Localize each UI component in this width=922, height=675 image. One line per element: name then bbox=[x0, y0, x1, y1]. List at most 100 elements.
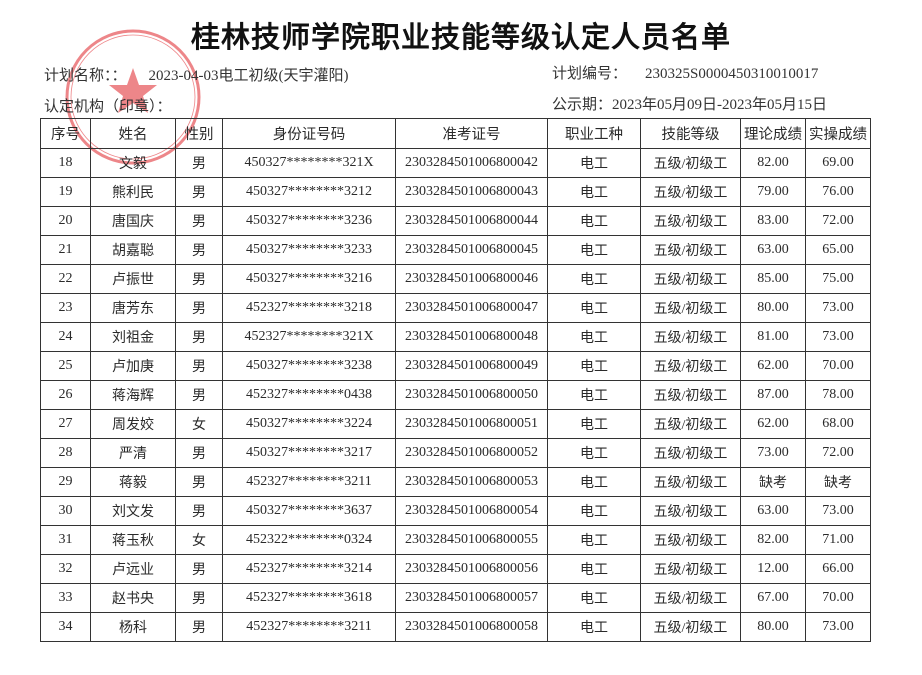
cell-occupation: 电工 bbox=[547, 293, 641, 323]
cell-occupation: 电工 bbox=[547, 351, 641, 381]
cell-exam-number: 2303284501006800051 bbox=[395, 409, 548, 439]
publicity-value: 2023年05月09日-2023年05月15日 bbox=[612, 97, 828, 113]
column-header-practical-score: 实操成绩 bbox=[805, 118, 871, 149]
cell-seq: 31 bbox=[40, 525, 91, 555]
cell-gender: 男 bbox=[175, 380, 223, 410]
cell-id-number: 450327********3233 bbox=[222, 235, 396, 265]
cell-occupation: 电工 bbox=[547, 496, 641, 526]
cell-practical-score: 78.00 bbox=[805, 380, 871, 410]
cell-exam-number: 2303284501006800055 bbox=[395, 525, 548, 555]
cell-practical-score: 65.00 bbox=[805, 235, 871, 265]
cell-exam-number: 2303284501006800058 bbox=[395, 612, 548, 642]
cell-gender: 男 bbox=[175, 148, 223, 178]
cell-gender: 男 bbox=[175, 467, 223, 497]
cell-skill-level: 五级/初级工 bbox=[640, 583, 741, 613]
cell-practical-score: 70.00 bbox=[805, 583, 871, 613]
cell-id-number: 452327********3618 bbox=[222, 583, 396, 613]
cell-seq: 19 bbox=[40, 177, 91, 207]
cell-skill-level: 五级/初级工 bbox=[640, 467, 741, 497]
table-row: 30 刘文发男 450327********3637 2303284501006800… bbox=[40, 496, 871, 526]
publicity-period: 公示期：2023年05月09日-2023年05月15日 bbox=[552, 93, 827, 114]
table-row: 31 蒋玉秋女 452322********0324 2303284501006800… bbox=[40, 525, 871, 555]
cell-id-number: 452327********3211 bbox=[222, 612, 396, 642]
cell-theory-score: 80.00 bbox=[740, 293, 806, 323]
personnel-table: 序号 姓名 性别 身份证号码 准考证号 职业工种 技能等级 理论成绩 实操成绩 18 文毅男 450… bbox=[40, 118, 871, 642]
plan-name-value: 2023-04-03电工初级(天宇灌阳) bbox=[148, 68, 349, 84]
cell-exam-number: 2303284501006800045 bbox=[395, 235, 548, 265]
cell-exam-number: 2303284501006800044 bbox=[395, 206, 548, 236]
cell-seq: 33 bbox=[40, 583, 91, 613]
cell-name: 熊利民 bbox=[90, 177, 176, 207]
cell-exam-number: 2303284501006800054 bbox=[395, 496, 548, 526]
cell-occupation: 电工 bbox=[547, 322, 641, 352]
column-header-name: 姓名 bbox=[90, 118, 176, 149]
cell-practical-score: 73.00 bbox=[805, 293, 871, 323]
cell-gender: 男 bbox=[175, 496, 223, 526]
cell-theory-score: 63.00 bbox=[740, 496, 806, 526]
cell-name: 卢加庚 bbox=[90, 351, 176, 381]
cell-occupation: 电工 bbox=[547, 148, 641, 178]
cell-occupation: 电工 bbox=[547, 235, 641, 265]
cell-name: 文毅 bbox=[90, 148, 176, 178]
cell-id-number: 450327********3236 bbox=[222, 206, 396, 236]
column-header-occupation: 职业工种 bbox=[547, 118, 641, 149]
cell-id-number: 452327********3211 bbox=[222, 467, 396, 497]
table-row: 34 杨科男 452327********3211 23032845010068000… bbox=[40, 612, 871, 642]
cell-theory-score: 82.00 bbox=[740, 525, 806, 555]
table-row: 20 唐国庆男 450327********3236 2303284501006800… bbox=[40, 206, 871, 236]
table-row: 32 卢远业男 452327********3214 2303284501006800… bbox=[40, 554, 871, 584]
cell-theory-score: 81.00 bbox=[740, 322, 806, 352]
cell-id-number: 450327********321X bbox=[222, 148, 396, 178]
cell-theory-score: 62.00 bbox=[740, 351, 806, 381]
document-title: 桂林技师学院职业技能等级认定人员名单 bbox=[190, 20, 731, 54]
table-row: 23 唐芳东男 452327********3218 2303284501006800… bbox=[40, 293, 871, 323]
cell-skill-level: 五级/初级工 bbox=[640, 293, 741, 323]
column-header-id-number: 身份证号码 bbox=[222, 118, 396, 149]
table-row: 21 胡嘉聪男 450327********3233 2303284501006800… bbox=[40, 235, 871, 265]
cell-skill-level: 五级/初级工 bbox=[640, 612, 741, 642]
cell-name: 卢振世 bbox=[90, 264, 176, 294]
cell-seq: 24 bbox=[40, 322, 91, 352]
cell-skill-level: 五级/初级工 bbox=[640, 235, 741, 265]
cell-id-number: 452327********3218 bbox=[222, 293, 396, 323]
cell-gender: 男 bbox=[175, 612, 223, 642]
cell-theory-score: 62.00 bbox=[740, 409, 806, 439]
cell-exam-number: 2303284501006800052 bbox=[395, 438, 548, 468]
cell-seq: 23 bbox=[40, 293, 91, 323]
cell-id-number: 450327********3224 bbox=[222, 409, 396, 439]
cell-skill-level: 五级/初级工 bbox=[640, 438, 741, 468]
cell-id-number: 452327********0438 bbox=[222, 380, 396, 410]
cell-seq: 25 bbox=[40, 351, 91, 381]
cell-occupation: 电工 bbox=[547, 380, 641, 410]
cell-id-number: 450327********3637 bbox=[222, 496, 396, 526]
column-header-exam-number: 准考证号 bbox=[395, 118, 548, 149]
cell-id-number: 450327********3216 bbox=[222, 264, 396, 294]
cell-theory-score: 缺考 bbox=[740, 467, 806, 497]
cell-seq: 27 bbox=[40, 409, 91, 439]
cell-exam-number: 2303284501006800053 bbox=[395, 467, 548, 497]
cell-practical-score: 73.00 bbox=[805, 496, 871, 526]
publicity-label: 公示期： bbox=[552, 97, 613, 113]
cell-name: 胡嘉聪 bbox=[90, 235, 176, 265]
cell-skill-level: 五级/初级工 bbox=[640, 496, 741, 526]
column-header-skill-level: 技能等级 bbox=[640, 118, 741, 149]
cell-gender: 男 bbox=[175, 177, 223, 207]
column-header-gender: 性别 bbox=[175, 118, 223, 149]
table-row: 27 周发姣女 450327********3224 2303284501006800… bbox=[40, 409, 871, 439]
cell-exam-number: 2303284501006800049 bbox=[395, 351, 548, 381]
plan-name: 计划名称：： 2023-04-03电工初级(天宇灌阳) bbox=[44, 64, 349, 85]
column-header-seq: 序号 bbox=[40, 118, 91, 149]
cell-gender: 男 bbox=[175, 293, 223, 323]
cell-skill-level: 五级/初级工 bbox=[640, 380, 741, 410]
plan-number: 计划编号： 230325S0000450310010017 bbox=[552, 62, 818, 83]
table-row: 29 蒋毅男 452327********3211 23032845010068000… bbox=[40, 467, 871, 497]
cell-occupation: 电工 bbox=[547, 525, 641, 555]
cell-theory-score: 12.00 bbox=[740, 554, 806, 584]
plan-name-label: 计划名称：： bbox=[44, 68, 127, 84]
cell-practical-score: 76.00 bbox=[805, 177, 871, 207]
cell-name: 周发姣 bbox=[90, 409, 176, 439]
cell-seq: 29 bbox=[40, 467, 91, 497]
cell-exam-number: 2303284501006800046 bbox=[395, 264, 548, 294]
cell-name: 唐国庆 bbox=[90, 206, 176, 236]
cell-gender: 男 bbox=[175, 351, 223, 381]
